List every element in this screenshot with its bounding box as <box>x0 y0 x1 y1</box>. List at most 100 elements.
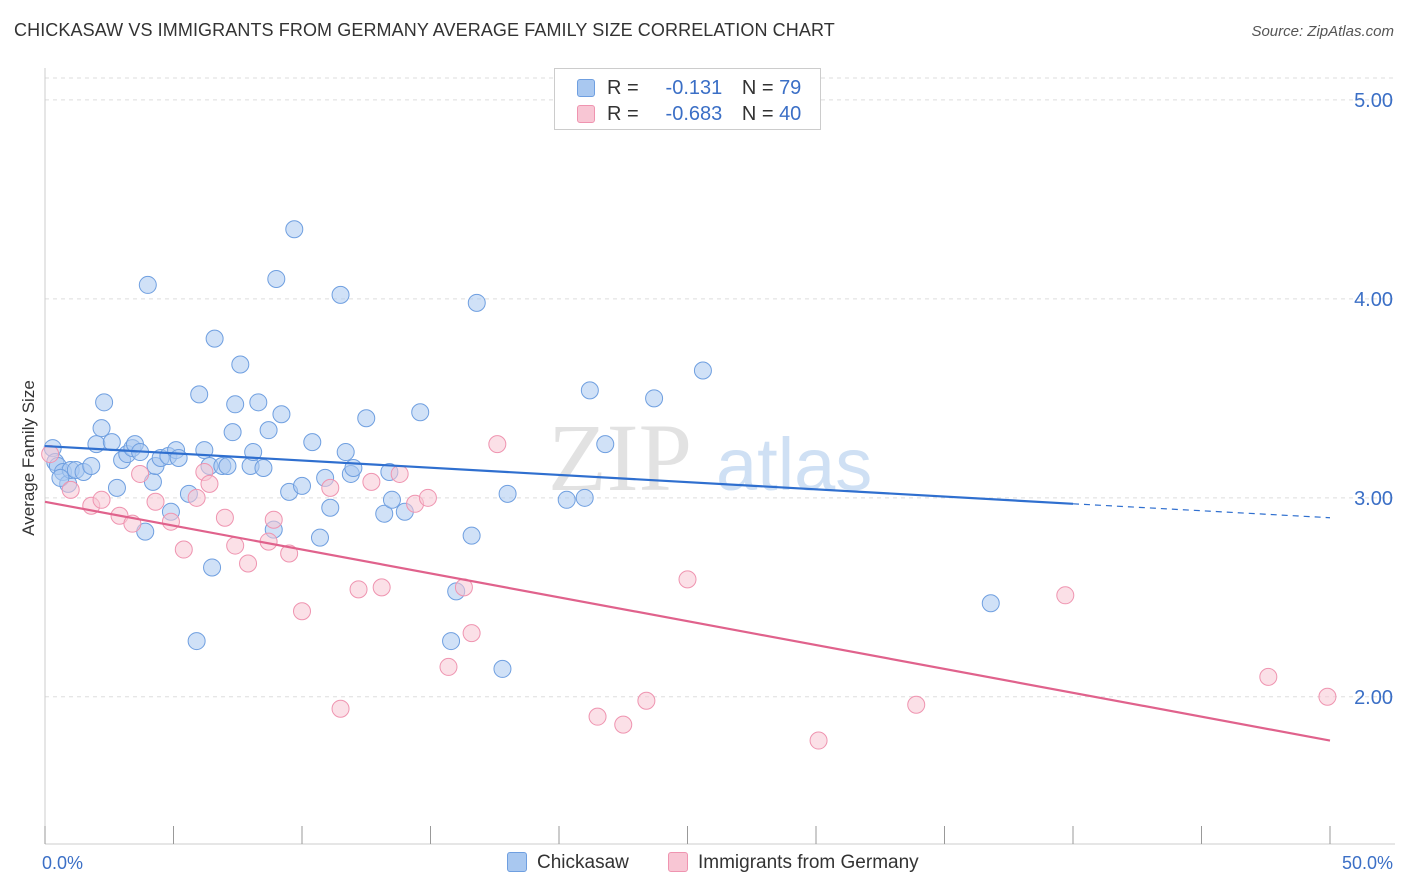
chickasaw-point <box>205 329 224 348</box>
germany-point <box>146 492 165 511</box>
chickasaw-point <box>596 435 615 454</box>
germany-point <box>372 578 391 597</box>
germany-point <box>637 691 656 710</box>
germany-point <box>809 731 828 750</box>
chickasaw-point <box>375 504 394 523</box>
chickasaw-point <box>442 632 461 651</box>
bottom-legend-swatch-chickasaw <box>507 852 527 872</box>
legend-row-germany: R = -0.683 N = 40 <box>577 103 801 125</box>
tick-labels: 2.00 3.00 4.00 5.00 0.0% 50.0% <box>42 90 1393 873</box>
chickasaw-point <box>411 403 430 422</box>
chickasaw-point <box>285 220 304 239</box>
legend-n-label: N = <box>741 77 774 99</box>
germany-point <box>293 602 311 621</box>
chickasaw-point <box>493 659 512 678</box>
chickasaw-point <box>95 393 114 412</box>
germany-point <box>161 512 180 531</box>
germany-point <box>488 435 507 454</box>
germany-point <box>1259 667 1278 686</box>
chickasaw-point <box>336 443 355 462</box>
chickasaw-point <box>462 526 481 545</box>
germany-trend-line <box>44 500 1331 742</box>
chickasaw-point <box>226 395 245 414</box>
germany-point <box>174 540 193 559</box>
bottom-legend-label: Chickasaw <box>537 852 629 873</box>
chickasaw-point <box>693 361 712 380</box>
chickasaw-point <box>382 490 401 509</box>
x-tick-label: 0.0% <box>42 853 83 873</box>
y-axis-title: Average Family Size <box>19 380 38 536</box>
germany-point <box>1056 586 1075 605</box>
chickasaw-point <box>981 594 1000 613</box>
legend-swatch-germany <box>577 105 595 123</box>
germany-point <box>418 488 437 507</box>
germany-point <box>264 510 283 529</box>
chickasaw-point <box>82 456 101 475</box>
watermark-atlas: atlas <box>716 423 872 506</box>
legend-r-label: R = <box>607 77 639 99</box>
bottom-legend-chickasaw: Chickasaw <box>507 852 629 874</box>
chickasaw-point <box>203 558 222 577</box>
bottom-legend-germany: Immigrants from Germany <box>668 852 919 874</box>
y-tick-label: 4.00 <box>1354 289 1393 311</box>
germany-point <box>226 536 245 555</box>
chickasaw-point <box>107 478 126 497</box>
chickasaw-point <box>267 269 286 288</box>
germany-point <box>92 490 111 509</box>
legend-n-label: N = <box>741 103 774 125</box>
trend-lines <box>44 444 1331 742</box>
chickasaw-point <box>467 293 486 312</box>
germany-point <box>61 480 80 499</box>
chart-title: CHICKASAW VS IMMIGRANTS FROM GERMANY AVE… <box>14 20 835 40</box>
chickasaw-point <box>231 355 250 374</box>
chickasaw-point <box>218 456 237 475</box>
germany-point <box>349 580 368 599</box>
chickasaw-point <box>169 449 188 468</box>
germany-point <box>362 472 381 491</box>
chickasaw-trend-extension <box>1072 503 1331 519</box>
gridlines <box>45 77 1395 698</box>
germany-point <box>41 445 60 464</box>
germany-point <box>215 508 234 527</box>
chickasaw-point <box>575 488 594 507</box>
chickasaw-point <box>249 393 268 412</box>
legend-r-value: -0.683 <box>665 103 723 125</box>
source-label: Source: ZipAtlas.com <box>1251 23 1394 40</box>
bottom-legend-swatch-germany <box>668 852 688 872</box>
germany-point <box>321 478 340 497</box>
chickasaw-point <box>357 409 376 428</box>
germany-point <box>439 657 458 676</box>
chickasaw-point <box>244 443 263 462</box>
chickasaw-point <box>580 381 599 400</box>
germany-point <box>1318 687 1337 706</box>
germany-point <box>614 715 633 734</box>
chickasaw-point <box>51 468 70 487</box>
chickasaw-point <box>254 458 273 477</box>
chickasaw-point <box>102 433 121 452</box>
germany-point <box>907 695 926 714</box>
chickasaw-point <box>259 421 278 440</box>
legend-n-value: 40 <box>779 103 802 125</box>
germany-point <box>200 474 219 493</box>
legend-r-value: -0.131 <box>665 77 723 99</box>
watermark: ZIP atlas <box>548 404 872 511</box>
x-tick-label: 50.0% <box>1342 853 1393 873</box>
chickasaw-point <box>272 405 291 424</box>
germany-point <box>331 699 350 718</box>
chickasaw-point <box>138 275 157 294</box>
chickasaw-point <box>310 528 329 547</box>
germany-point <box>187 488 206 507</box>
chickasaw-point <box>557 490 576 509</box>
germany-point <box>390 464 409 483</box>
chickasaw-point <box>223 423 242 442</box>
chickasaw-point <box>498 484 517 503</box>
germany-point <box>588 707 607 726</box>
germany-point <box>280 544 299 563</box>
chickasaw-trend-line <box>44 444 1074 505</box>
legend-swatch-chickasaw <box>577 79 595 97</box>
correlation-legend: R = -0.131 N = 79 R = -0.683 N = 40 <box>554 68 821 130</box>
chickasaw-point <box>303 433 322 452</box>
legend-n-value: 79 <box>779 77 802 99</box>
chickasaw-point <box>92 419 111 438</box>
